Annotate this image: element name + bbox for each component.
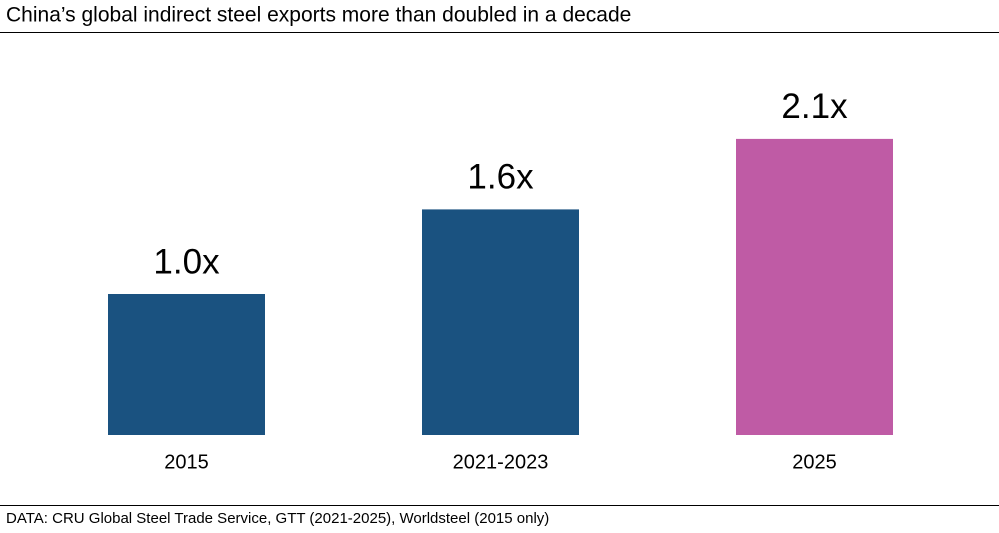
value-label: 1.0x bbox=[153, 242, 220, 281]
x-tick-label: 2025 bbox=[792, 451, 837, 473]
bar bbox=[422, 209, 579, 435]
x-tick-label: 2021-2023 bbox=[453, 451, 549, 473]
chart-title: China’s global indirect steel exports mo… bbox=[6, 4, 631, 27]
x-tick-label: 2015 bbox=[164, 451, 209, 473]
source-note: DATA: CRU Global Steel Trade Service, GT… bbox=[6, 510, 549, 527]
bar bbox=[108, 294, 265, 435]
value-label: 1.6x bbox=[467, 158, 534, 197]
bar bbox=[736, 138, 893, 435]
value-label: 2.1x bbox=[781, 87, 848, 126]
